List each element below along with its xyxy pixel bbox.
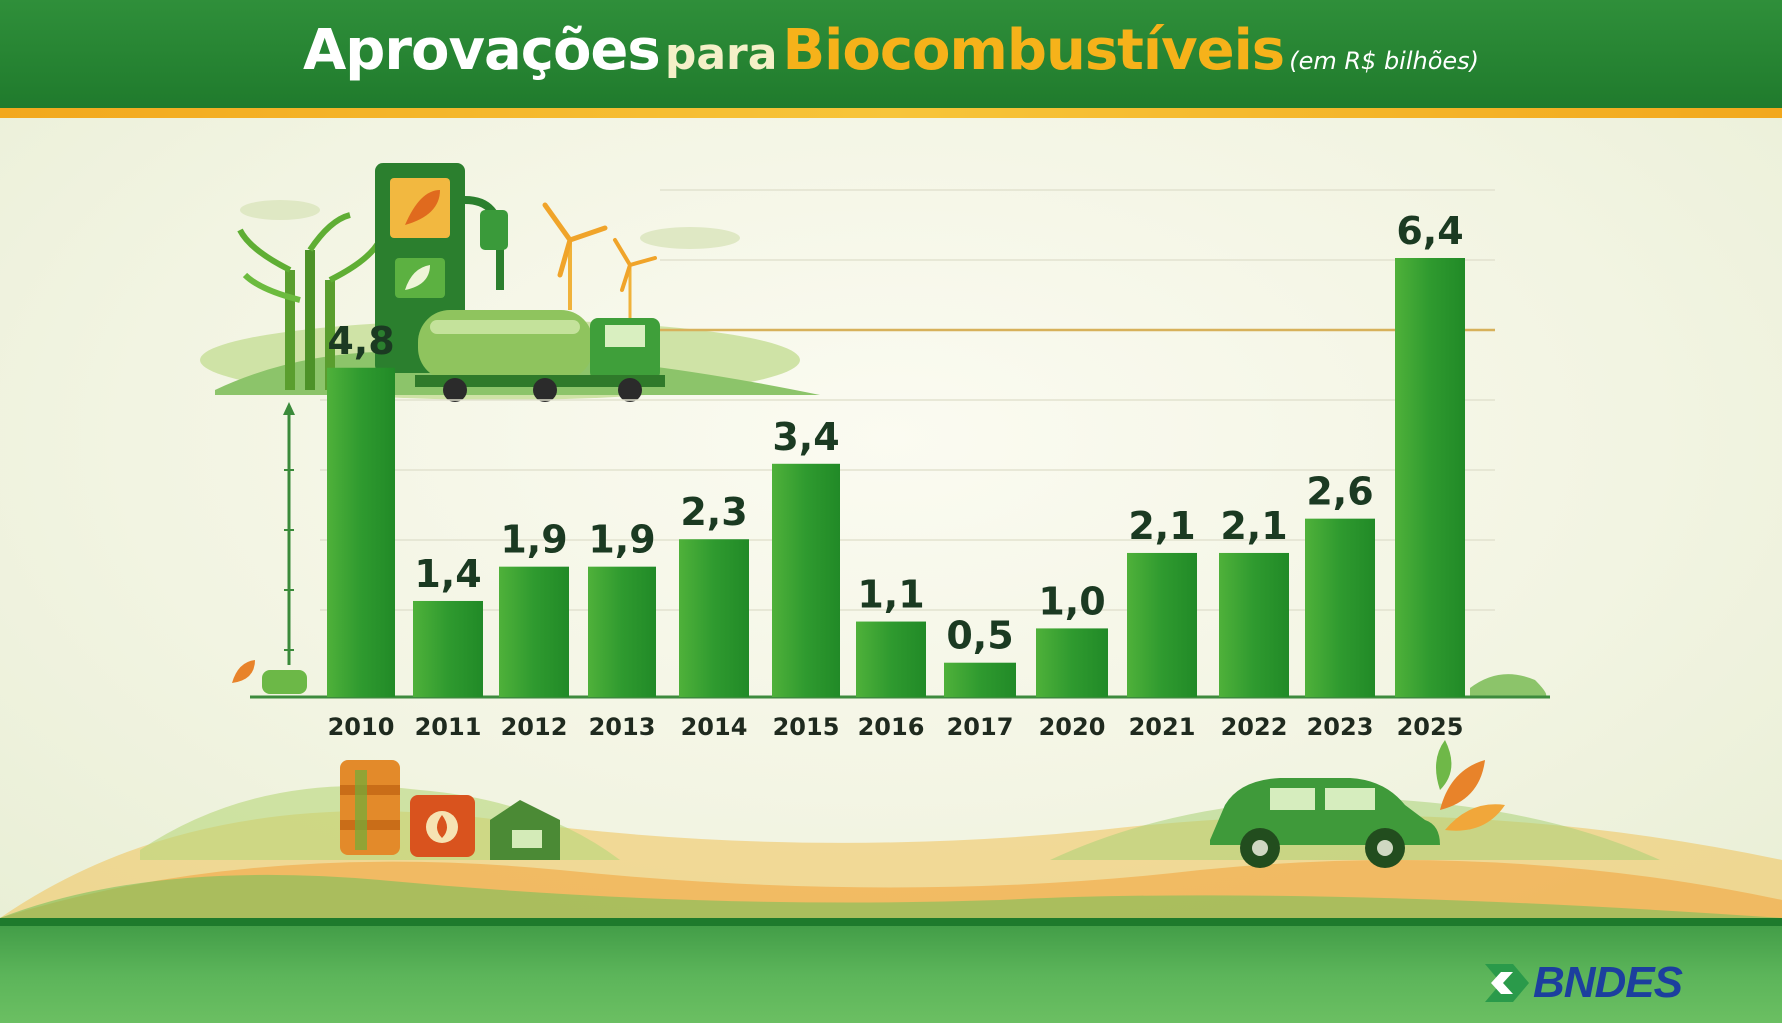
value-label-2011: 1,4 xyxy=(414,552,481,596)
x-tick-label-2023: 2023 xyxy=(1307,713,1374,741)
value-labels: 4,8 1,4 1,9 1,9 2,3 3,4 1,1 0,5 1,0 2,1 2,1 2,6 6,4 xyxy=(327,209,1463,658)
bars xyxy=(327,258,1465,697)
leaf-cluster-icon xyxy=(1436,740,1505,831)
footer-bar xyxy=(0,918,1782,1023)
value-label-2010: 4,8 xyxy=(327,319,394,363)
value-label-2012: 1,9 xyxy=(500,518,567,562)
title-word-para: para xyxy=(664,29,778,80)
x-tick-label-2012: 2012 xyxy=(501,713,568,741)
title-unit: (em R$ bilhões) xyxy=(1289,47,1480,75)
bndes-logo-icon xyxy=(1484,964,1529,1002)
value-label-2016: 1,1 xyxy=(857,573,924,617)
title-word-aprovacoes: Aprovações xyxy=(302,18,661,83)
year-labels: 2010 2011 2012 2013 2014 2015 2016 2017 2020 2021… xyxy=(328,713,1464,741)
value-label-2015: 3,4 xyxy=(772,415,839,459)
bar-2022 xyxy=(1219,552,1289,697)
x-tick-label-2016: 2016 xyxy=(858,713,925,741)
bar-2023 xyxy=(1305,518,1375,697)
bar-2011 xyxy=(413,600,483,697)
fuel-can-icon xyxy=(410,795,475,857)
wind-turbine-icon xyxy=(542,202,657,320)
value-label-2017: 0,5 xyxy=(946,614,1013,658)
car-icon xyxy=(1210,778,1440,868)
value-label-2025: 6,4 xyxy=(1396,209,1463,253)
x-tick-label-2014: 2014 xyxy=(681,713,748,741)
house-icon xyxy=(490,800,560,860)
x-tick-label-2017: 2017 xyxy=(947,713,1014,741)
bar-2021 xyxy=(1127,552,1197,697)
header-stripe xyxy=(0,108,1782,118)
bar-2016 xyxy=(856,621,926,697)
x-tick-label-2020: 2020 xyxy=(1039,713,1106,741)
bar-2014 xyxy=(679,539,749,697)
tanker-truck-icon xyxy=(415,310,665,402)
axis-leaf-icon xyxy=(232,660,1547,697)
value-label-2023: 2,6 xyxy=(1306,470,1373,514)
bar-2010 xyxy=(327,367,395,697)
bar-2020 xyxy=(1036,628,1108,697)
bar-2015 xyxy=(772,463,840,697)
header-banner: Aprovações para Biocombustíveis (em R$ b… xyxy=(0,0,1782,112)
title-word-biocombustiveis: Biocombustíveis xyxy=(782,18,1286,83)
x-tick-label-2011: 2011 xyxy=(415,713,482,741)
chart-panel xyxy=(0,118,1782,918)
value-label-2022: 2,1 xyxy=(1220,504,1287,548)
value-label-2013: 1,9 xyxy=(588,518,655,562)
x-tick-label-2015: 2015 xyxy=(773,713,840,741)
value-label-2021: 2,1 xyxy=(1128,504,1195,548)
value-label-2020: 1,0 xyxy=(1038,579,1105,623)
brand-name: BNDES xyxy=(1532,958,1683,1007)
barrel-icon xyxy=(340,760,400,855)
x-tick-label-2013: 2013 xyxy=(589,713,656,741)
bottom-landscape xyxy=(0,786,1782,918)
x-tick-label-2025: 2025 xyxy=(1397,713,1464,741)
bar-2025 xyxy=(1395,258,1465,697)
bar-2013 xyxy=(588,566,656,697)
x-tick-label-2022: 2022 xyxy=(1221,713,1288,741)
value-label-2014: 2,3 xyxy=(680,490,747,534)
chart-title: Aprovações para Biocombustíveis (em R$ b… xyxy=(0,18,1782,83)
x-tick-label-2021: 2021 xyxy=(1129,713,1196,741)
x-tick-label-2010: 2010 xyxy=(328,713,395,741)
y-axis xyxy=(283,402,295,665)
bar-2017 xyxy=(944,662,1016,697)
bar-2012 xyxy=(499,566,569,697)
brand-logo: BNDES xyxy=(1483,958,1683,1008)
footer-line xyxy=(0,918,1782,926)
leaf-icon xyxy=(405,190,440,290)
